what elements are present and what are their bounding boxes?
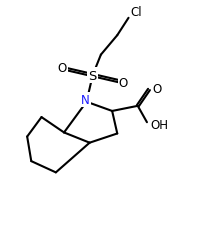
Text: Cl: Cl [131, 6, 142, 19]
Text: OH: OH [151, 118, 169, 131]
Text: N: N [81, 94, 90, 107]
Text: O: O [118, 76, 128, 89]
Text: O: O [58, 62, 67, 75]
Text: S: S [88, 69, 97, 82]
Text: O: O [153, 83, 162, 96]
